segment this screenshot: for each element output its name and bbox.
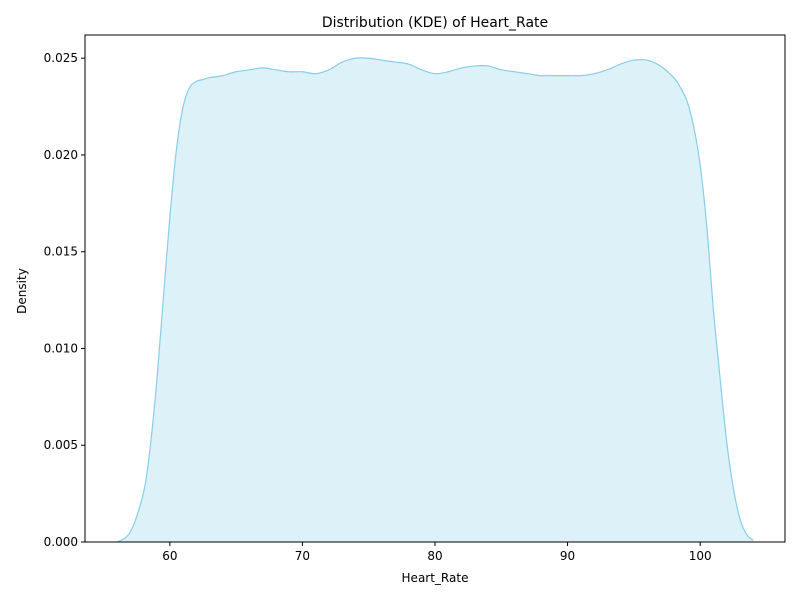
plot-area <box>116 57 754 543</box>
y-tick-label: 0.020 <box>44 148 78 162</box>
y-tick-label: 0.000 <box>44 535 78 549</box>
y-axis-label: Density <box>15 268 29 314</box>
x-axis-label: Heart_Rate <box>402 571 469 585</box>
x-axis: 60 70 80 90 100 <box>162 542 712 563</box>
chart-title: Distribution (KDE) of Heart_Rate <box>322 15 548 31</box>
x-tick-label: 100 <box>689 549 712 563</box>
x-tick-label: 80 <box>427 549 442 563</box>
y-axis: 0.000 0.005 0.010 0.015 0.020 0.025 <box>44 51 85 549</box>
x-tick-label: 90 <box>560 549 575 563</box>
x-tick-label: 70 <box>295 549 310 563</box>
y-tick-label: 0.010 <box>44 341 78 355</box>
kde-area <box>116 57 754 543</box>
y-tick-label: 0.015 <box>44 245 78 259</box>
y-tick-label: 0.005 <box>44 438 78 452</box>
kde-line <box>116 57 754 543</box>
plot-frame <box>84 34 786 543</box>
y-tick-label: 0.025 <box>44 51 78 65</box>
x-tick-label: 60 <box>162 549 177 563</box>
